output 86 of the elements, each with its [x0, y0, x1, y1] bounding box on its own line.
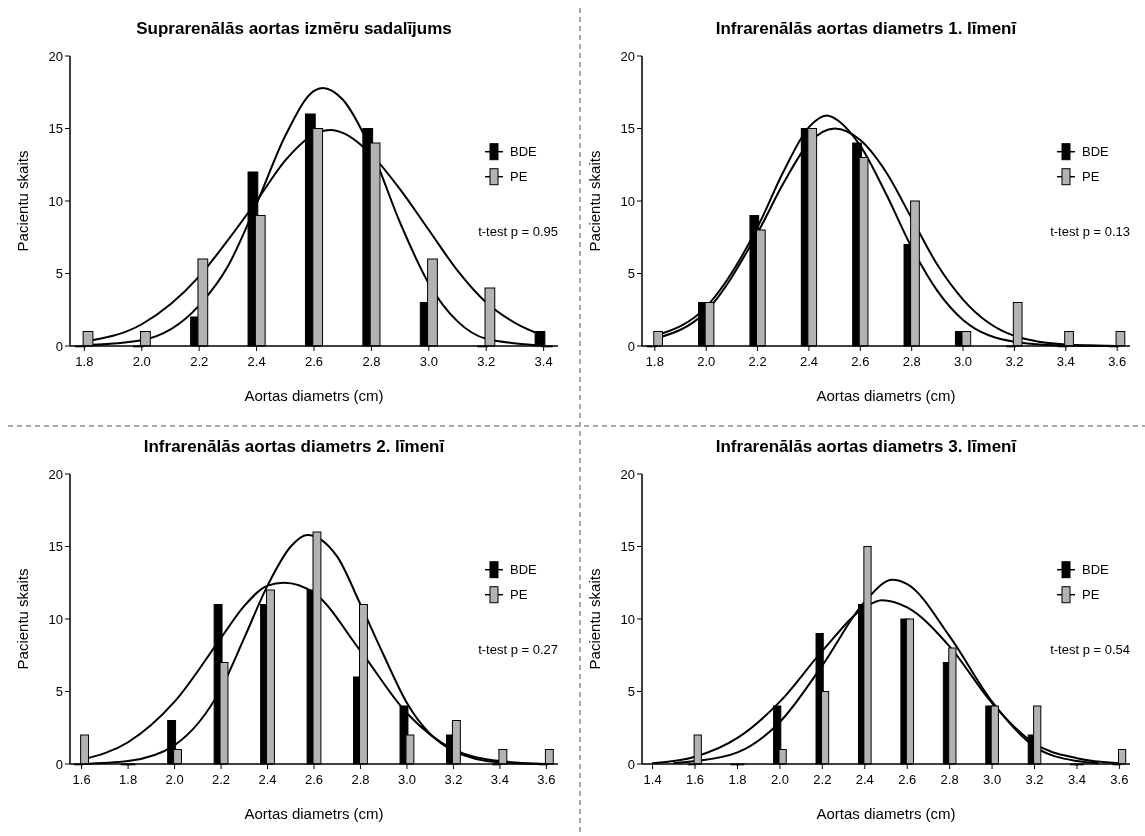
y-tick-label: 0 — [627, 338, 635, 354]
chart-title: Suprarenālās aortas izmēru sadalījums — [136, 19, 452, 38]
x-tick-label: 3.0 — [397, 772, 416, 787]
x-tick-label: 2.4 — [258, 772, 277, 787]
y-tick-label: 15 — [48, 121, 63, 137]
x-tick-label: 3.6 — [1108, 354, 1127, 369]
x-tick-label: 2.2 — [813, 772, 832, 787]
y-tick-label: 20 — [48, 48, 63, 64]
x-tick-label: 1.4 — [643, 772, 662, 787]
x-tick-label: 2.2 — [212, 772, 231, 787]
y-tick-label: 10 — [620, 611, 635, 627]
x-tick-label: 2.4 — [247, 354, 266, 369]
y-tick-label: 0 — [627, 756, 635, 772]
x-tick-label: 1.8 — [119, 772, 138, 787]
x-tick-label: 3.2 — [477, 354, 496, 369]
x-tick-label: 3.0 — [983, 772, 1002, 787]
x-tick-label: 2.4 — [855, 772, 874, 787]
y-tick-label: 20 — [48, 466, 63, 482]
x-tick-label: 1.6 — [686, 772, 705, 787]
y-tick-label: 0 — [55, 756, 63, 772]
legend-label: PE — [510, 169, 528, 185]
x-tick-label: 2.8 — [940, 772, 959, 787]
x-tick-label: 2.6 — [304, 354, 324, 369]
y-tick-label: 15 — [620, 539, 635, 555]
y-axis-title: Pacientu skaits — [586, 568, 603, 670]
annotation: t-test p = 0.27 — [478, 641, 558, 657]
y-axis-title: Pacientu skaits — [14, 568, 31, 670]
x-axis-title: Aortas diametrs (cm) — [244, 387, 384, 404]
annotation: t-test p = 0.54 — [1050, 641, 1130, 657]
y-tick-label: 15 — [48, 539, 63, 555]
x-axis-title: Aortas diametrs (cm) — [816, 387, 956, 404]
y-axis-title: Pacientu skaits — [14, 150, 31, 252]
x-tick-label: 2.0 — [132, 354, 151, 369]
legend-label: PE — [1082, 587, 1100, 603]
x-axis-title: Aortas diametrs (cm) — [816, 805, 956, 822]
y-tick-label: 5 — [627, 266, 635, 282]
y-axis-title: Pacientu skaits — [586, 150, 603, 252]
y-tick-label: 5 — [627, 684, 635, 700]
x-tick-label: 3.2 — [1025, 772, 1044, 787]
x-tick-label: 2.2 — [748, 354, 767, 369]
y-tick-label: 10 — [48, 193, 63, 209]
x-tick-label: 2.0 — [770, 772, 789, 787]
x-tick-label: 3.6 — [537, 772, 556, 787]
y-tick-label: 10 — [620, 193, 635, 209]
x-tick-label: 2.6 — [851, 354, 870, 369]
x-axis-title: Aortas diametrs (cm) — [244, 805, 384, 822]
x-tick-label: 3.4 — [534, 354, 553, 369]
y-tick-label: 20 — [620, 48, 635, 64]
chart-title: Infrarenālās aortas diametrs 2. līmenī — [143, 437, 445, 456]
x-tick-label: 3.2 — [1005, 354, 1024, 369]
y-tick-label: 5 — [55, 266, 63, 282]
x-tick-label: 3.2 — [444, 772, 463, 787]
x-tick-label: 3.0 — [954, 354, 973, 369]
legend-label: BDE — [1082, 562, 1110, 578]
y-tick-label: 0 — [55, 338, 63, 354]
chart-title: Infrarenālās aortas diametrs 3. līmenī — [715, 437, 1017, 456]
legend-label: BDE — [1082, 144, 1110, 160]
x-tick-label: 2.4 — [799, 354, 818, 369]
legend-label: BDE — [510, 144, 538, 160]
x-tick-label: 1.8 — [645, 354, 664, 369]
x-tick-label: 1.6 — [72, 772, 91, 787]
x-tick-label: 2.6 — [304, 772, 324, 787]
y-tick-label: 10 — [48, 611, 63, 627]
x-tick-label: 2.6 — [898, 772, 917, 787]
x-tick-label: 2.2 — [190, 354, 209, 369]
x-tick-label: 3.4 — [490, 772, 509, 787]
legend-label: PE — [510, 587, 528, 603]
x-tick-label: 2.8 — [351, 772, 370, 787]
y-tick-label: 20 — [620, 466, 635, 482]
x-tick-label: 2.8 — [902, 354, 921, 369]
y-tick-label: 15 — [620, 121, 635, 137]
x-tick-label: 1.8 — [728, 772, 747, 787]
annotation: t-test p = 0.95 — [478, 223, 558, 239]
chart-title: Infrarenālās aortas diametrs 1. līmenī — [715, 19, 1017, 38]
x-tick-label: 3.4 — [1067, 772, 1086, 787]
x-tick-label: 2.0 — [165, 772, 184, 787]
legend-label: PE — [1082, 169, 1100, 185]
x-tick-label: 3.0 — [419, 354, 438, 369]
x-tick-label: 2.8 — [362, 354, 381, 369]
y-tick-label: 5 — [55, 684, 63, 700]
annotation: t-test p = 0.13 — [1050, 223, 1130, 239]
legend-label: BDE — [510, 562, 538, 578]
x-tick-label: 3.4 — [1056, 354, 1075, 369]
x-tick-label: 3.6 — [1110, 772, 1129, 787]
x-tick-label: 2.0 — [697, 354, 716, 369]
x-tick-label: 1.8 — [75, 354, 94, 369]
